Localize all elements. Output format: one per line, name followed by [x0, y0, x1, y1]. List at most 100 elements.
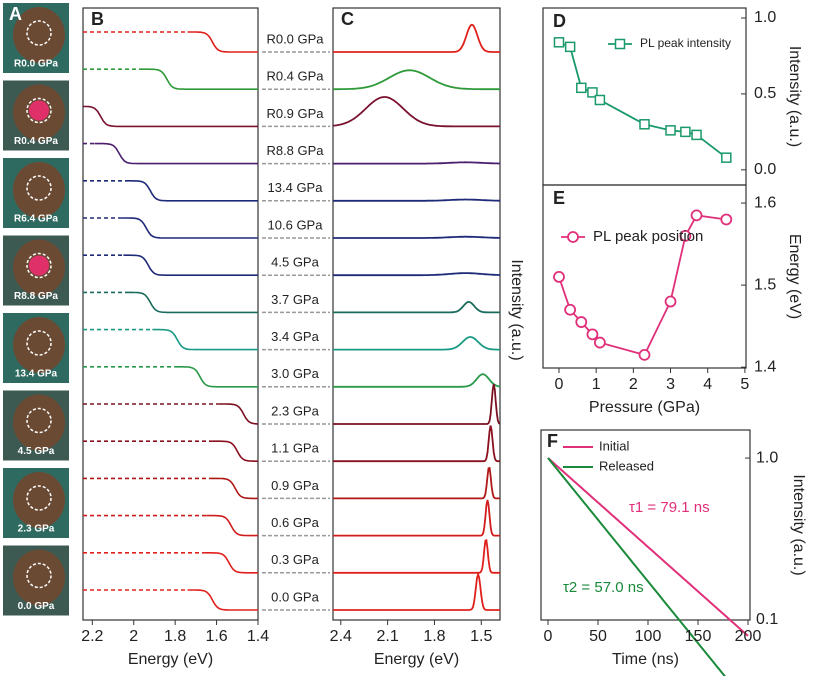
photo-ring [26, 20, 52, 46]
photo-label: R6.4 GPa [14, 214, 58, 225]
x-tick-label: 4 [703, 376, 712, 393]
legend-label: PL peak intensity [640, 36, 731, 50]
trace-label: 0.0 GPa [271, 589, 319, 604]
absorption-edge [187, 589, 258, 611]
absorption-edge [204, 552, 258, 574]
pl-spectrum [333, 425, 500, 463]
y-axis-label: Intensity (a.u.) [786, 46, 803, 147]
panel-letter: F [547, 431, 558, 451]
x-tick-label: 1.6 [205, 628, 227, 645]
x-tick-label: 0 [544, 628, 553, 645]
point [576, 82, 587, 94]
frame [542, 7, 747, 186]
point [594, 94, 606, 106]
y-tick-label: 1.0 [756, 449, 778, 466]
absorption-edge [82, 105, 258, 128]
pl-spectrum [333, 373, 501, 388]
photo: 13.4 GPa [3, 313, 69, 383]
y-axis-label: Intensity (a.u.) [508, 259, 525, 360]
absorption-edge [210, 477, 258, 500]
trace-label: 1.1 GPa [271, 441, 319, 456]
trace-label: 13.4 GPa [268, 180, 324, 195]
absorption-edge [206, 514, 258, 537]
x-tick-label: 1.5 [470, 628, 492, 645]
fit-curve [547, 457, 730, 681]
point [586, 328, 599, 341]
photo: R6.4 GPa [3, 158, 69, 228]
panel-letter: C [341, 9, 354, 29]
frame [332, 7, 501, 621]
y-tick-label: 1.0 [754, 9, 776, 26]
pl-spectrum [333, 571, 500, 611]
point [638, 348, 651, 361]
point [553, 37, 565, 48]
absorption-edge [187, 31, 258, 53]
y-tick-label: 1.5 [754, 276, 776, 293]
trace-label: 0.6 GPa [271, 515, 319, 530]
photo-ring [26, 485, 52, 511]
y-tick-label: 0.0 [754, 161, 776, 178]
point [721, 152, 732, 163]
x-tick-label: 2 [629, 376, 638, 393]
x-tick-label: 1.8 [423, 628, 445, 645]
y-axis-label: Energy (eV) [786, 234, 803, 319]
point [553, 271, 565, 283]
x-tick-label: 1.8 [164, 628, 186, 645]
absorption-edge [212, 440, 258, 462]
trace-label: 0.3 GPa [271, 552, 319, 567]
panel-letter: D [553, 11, 566, 31]
absorption-edge [142, 68, 258, 90]
photo-sample [13, 162, 65, 218]
legend-label: PL peak position [593, 228, 703, 245]
absorption-edge [121, 217, 258, 239]
photo: 0.0 GPa [3, 545, 69, 616]
point [587, 87, 598, 98]
legend-label: Released [599, 458, 654, 473]
pl-spectrum [333, 198, 500, 202]
photo-label: 4.5 GPa [18, 446, 55, 457]
trace-label: 2.3 GPa [271, 403, 319, 418]
frame [82, 7, 259, 621]
tau-annotation: τ1 = 79.1 ns [629, 499, 710, 516]
photo-spot [29, 100, 49, 121]
legend-marker [614, 38, 626, 50]
pl-spectrum [333, 161, 500, 165]
absorption-edge [123, 254, 258, 276]
point [639, 119, 650, 130]
x-tick-label: 150 [685, 628, 712, 645]
photo-ring [26, 175, 52, 201]
photo-ring [26, 97, 52, 124]
photo-label: R8.8 GPa [14, 291, 58, 302]
pl-spectrum [333, 272, 500, 277]
pl-spectrum [333, 235, 500, 239]
trace-label: 3.7 GPa [271, 292, 319, 307]
trace-label: 3.4 GPa [271, 329, 319, 344]
pl-spectrum [333, 69, 500, 91]
x-axis-label: Pressure (GPa) [589, 399, 700, 416]
panel-letter: A [9, 4, 22, 24]
frame [540, 429, 751, 621]
x-tick-label: 50 [589, 628, 607, 645]
x-tick-label: 200 [735, 628, 762, 645]
pl-spectrum [332, 96, 500, 128]
point [679, 229, 692, 242]
tau-annotation: τ2 = 57.0 ns [563, 579, 644, 596]
trace-label: R0.9 GPa [266, 106, 324, 121]
trace-label: R0.4 GPa [266, 69, 324, 84]
x-tick-label: 2.1 [377, 628, 399, 645]
x-tick-label: 2.4 [330, 628, 352, 645]
pl-spectrum [333, 300, 500, 314]
photo-ring [26, 330, 52, 356]
fit-curve [547, 457, 749, 637]
photo: 4.5 GPa [3, 390, 69, 461]
x-axis-label: Energy (eV) [374, 651, 459, 668]
y-tick-label: 1.6 [754, 194, 776, 211]
frame [542, 184, 747, 369]
photo-ring [26, 407, 52, 434]
photo-sample [13, 7, 65, 63]
point [564, 303, 577, 316]
y-tick-label: 1.4 [754, 358, 776, 375]
y-axis-label: Intensity (a.u.) [790, 474, 807, 575]
photo: 2.3 GPa [3, 468, 69, 538]
